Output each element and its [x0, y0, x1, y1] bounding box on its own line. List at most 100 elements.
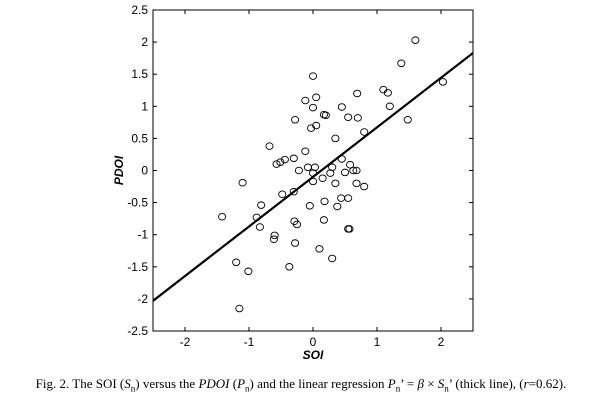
- caption-text: Fig. 2. The SOI (: [35, 376, 125, 391]
- data-point: [344, 194, 353, 202]
- data-point: [308, 103, 318, 112]
- data-point: [337, 103, 346, 111]
- data-point: [438, 78, 447, 86]
- caption-text: ) and the linear regression: [249, 376, 388, 391]
- data-point: [360, 182, 369, 191]
- data-point: [308, 169, 318, 177]
- data-point: [289, 187, 298, 196]
- data-point: [257, 201, 266, 209]
- data-point: [318, 174, 327, 182]
- data-point: [294, 166, 303, 175]
- data-point: [272, 160, 281, 168]
- y-tick-label: 0: [141, 164, 148, 178]
- data-point: [344, 113, 353, 121]
- data-point: [349, 166, 358, 175]
- data-point: [320, 197, 329, 206]
- y-tick-label: -1: [137, 228, 148, 242]
- caption-text: ) versus the: [135, 376, 199, 391]
- data-point: [308, 177, 318, 186]
- caption-text: ×: [423, 376, 438, 391]
- x-tick-label: -1: [244, 335, 255, 349]
- data-point: [340, 168, 350, 177]
- caption-text: ’ (thick line), (: [448, 376, 524, 391]
- data-point: [270, 231, 279, 240]
- data-point: [305, 202, 314, 210]
- y-tick-label: 1: [141, 99, 148, 113]
- data-point: [403, 116, 412, 124]
- x-tick-label: 1: [374, 335, 381, 349]
- data-point: [289, 154, 298, 163]
- x-axis-label: SOI: [303, 348, 324, 362]
- caption-text: ’ =: [400, 376, 418, 391]
- data-point: [235, 304, 244, 313]
- caption-eq-p: P: [387, 376, 396, 391]
- data-point: [291, 239, 300, 247]
- caption-text: (: [229, 376, 238, 391]
- data-point: [255, 223, 264, 231]
- y-tick-label: 1.5: [131, 67, 148, 81]
- caption-s-subscript: n: [130, 383, 136, 394]
- data-point: [307, 124, 316, 132]
- caption-eq-s-subscript: n: [444, 383, 449, 394]
- data-point: [333, 202, 342, 211]
- caption-p-variable: P: [237, 376, 246, 391]
- data-point: [285, 263, 294, 271]
- plot-area: -2 -1 0 1 2 -2.5 -2 -1.5 -1 -0.5 0 0.5 1 1.5 2 2.5 SOI PD…: [112, 3, 474, 362]
- caption-s-variable: S: [124, 376, 131, 391]
- data-point: [353, 114, 362, 122]
- data-point: [308, 72, 318, 80]
- data-point: [269, 235, 279, 243]
- data-point: [353, 89, 362, 98]
- data-point: [303, 163, 312, 172]
- data-point: [385, 102, 394, 111]
- data-point: [328, 254, 337, 263]
- regression-line: [153, 52, 473, 302]
- data-point: [352, 179, 361, 188]
- data-point: [265, 142, 274, 150]
- data-point: [326, 169, 335, 177]
- caption-eq-s: S: [437, 376, 445, 391]
- data-point: [312, 93, 321, 102]
- caption-text: =0.62).: [528, 376, 567, 391]
- data-point: [312, 121, 321, 130]
- data-point: [345, 225, 354, 233]
- data-point: [252, 213, 261, 222]
- data-point: [244, 267, 253, 276]
- y-tick-label: 2.5: [131, 3, 148, 17]
- data-point: [292, 220, 302, 229]
- caption-pdoi: PDOI: [198, 376, 230, 391]
- data-point: [337, 194, 346, 202]
- x-tick-label: -2: [180, 335, 191, 349]
- y-tick-label: -1.5: [127, 260, 148, 274]
- data-point: [278, 190, 287, 199]
- data-point: [383, 89, 392, 97]
- x-tick-label: 0: [310, 335, 317, 349]
- data-point: [301, 147, 310, 155]
- data-layer: [153, 36, 473, 313]
- y-tick-label: -2: [137, 292, 148, 306]
- data-point: [232, 258, 241, 267]
- y-tick-label: 2: [141, 35, 148, 49]
- data-point: [301, 96, 310, 105]
- data-point: [360, 128, 369, 136]
- data-point: [397, 59, 406, 68]
- caption-eq-p-subscript: n: [395, 383, 401, 394]
- y-tick-label: -0.5: [127, 196, 148, 210]
- data-point: [321, 111, 330, 120]
- x-tick-label: 2: [438, 335, 445, 349]
- data-point: [411, 36, 420, 44]
- data-point: [331, 179, 340, 188]
- y-tick-label: -2.5: [127, 324, 148, 338]
- data-point: [319, 216, 328, 224]
- data-point: [238, 178, 247, 187]
- data-point: [352, 166, 361, 175]
- data-point: [218, 212, 227, 221]
- y-tick-label: 0.5: [131, 131, 148, 145]
- y-axis-label: PDOI: [112, 155, 126, 185]
- caption-r: r: [523, 376, 529, 391]
- caption-beta: β: [417, 376, 424, 391]
- caption-p-subscript: n: [245, 383, 250, 394]
- data-point: [291, 116, 300, 124]
- data-point: [280, 155, 289, 164]
